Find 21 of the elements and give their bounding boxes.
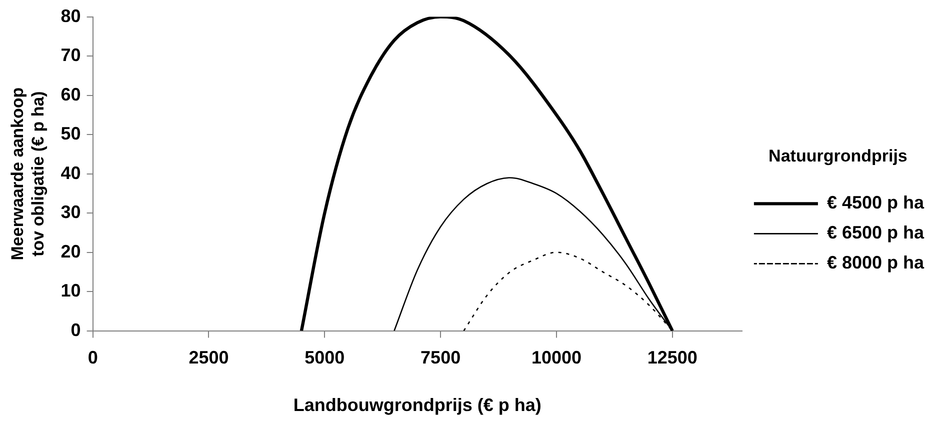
y-tick-label: 40 xyxy=(60,162,81,183)
x-tick-label: 0 xyxy=(88,348,98,368)
y-tick-label: 50 xyxy=(60,124,81,144)
legend-label: € 6500 p ha xyxy=(826,222,925,243)
y-tick-label: 30 xyxy=(60,202,81,222)
legend-title: Natuurgrondprijs xyxy=(768,146,908,166)
y-tick-label: 70 xyxy=(60,45,81,66)
legend-label: € 8000 p ha xyxy=(826,252,925,273)
y-tick-label: 60 xyxy=(60,84,81,104)
x-tick-label: 2500 xyxy=(188,348,229,368)
x-tick-label: 10000 xyxy=(531,348,582,368)
x-tick-label: 12500 xyxy=(647,348,698,368)
y-axis-title: Meerwaarde aankoop tov obligatie (€ p ha) xyxy=(8,87,48,260)
legend-label: € 4500 p ha xyxy=(826,192,925,213)
y-tick-label: 10 xyxy=(60,280,81,301)
x-tick-label: 5000 xyxy=(304,348,345,368)
y-tick-label: 80 xyxy=(60,6,81,26)
y-tick-label: 20 xyxy=(60,241,81,262)
x-axis-title: Landbouwgrondprijs (€ p ha) xyxy=(293,395,542,416)
y-tick-label: 0 xyxy=(70,320,81,340)
x-tick-label: 7500 xyxy=(420,348,461,368)
